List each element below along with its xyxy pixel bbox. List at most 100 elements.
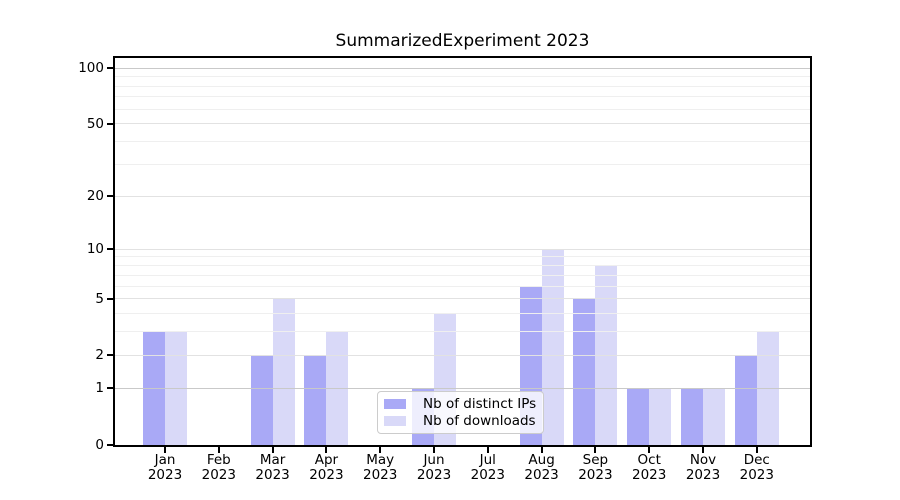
gridline-30 (115, 164, 810, 165)
bar-nb-of-distinct-ips (573, 298, 596, 445)
x-axis-tick-label: Aug 2023 (510, 453, 574, 483)
x-axis-tick (486, 447, 489, 453)
bar-nb-of-downloads (541, 249, 564, 445)
x-axis-tick-label-line: 2023 (524, 467, 559, 483)
y-axis-tick-label: 1 (95, 380, 104, 397)
x-axis-tick-label: Jul 2023 (456, 453, 520, 483)
bar-nb-of-downloads (165, 331, 187, 445)
gridline-2 (115, 354, 810, 356)
x-axis-tick-label-line: 2023 (685, 467, 721, 483)
y-axis-tick (107, 387, 113, 390)
x-axis-tick-label-line: Jan (154, 452, 176, 468)
y-axis-tick-label: 2 (95, 347, 104, 364)
x-axis-tick-label: Oct 2023 (617, 453, 681, 483)
x-axis-tick-label-line: 2023 (309, 467, 344, 483)
x-axis-tick (594, 447, 597, 453)
bar-nb-of-distinct-ips (250, 355, 273, 445)
x-axis-tick-label: Nov 2023 (671, 453, 735, 483)
y-axis-tick-label: 100 (78, 60, 104, 76)
bar-nb-of-distinct-ips (627, 388, 650, 445)
x-axis-tick-label-line: Dec (743, 452, 770, 468)
legend: Nb of distinct IPs Nb of downloads (377, 391, 544, 434)
y-axis-tick (107, 444, 113, 446)
bar-nb-of-distinct-ips (734, 355, 757, 445)
gridline-3 (115, 331, 810, 333)
x-axis-tick-label-line: 2023 (578, 467, 613, 483)
legend-swatch-distinct-ips (384, 399, 406, 410)
x-axis-tick-label: May 2023 (348, 453, 412, 483)
chart-title: SummarizedExperiment 2023 (335, 31, 590, 51)
x-axis-tick-label-line: 2023 (416, 467, 452, 483)
bar-nb-of-downloads (703, 388, 725, 445)
legend-label-distinct-ips: Nb of distinct IPs (423, 396, 537, 413)
gridline-50 (115, 123, 810, 125)
gridline-80 (115, 85, 810, 87)
x-axis-tick (648, 447, 651, 453)
x-axis-tick-label-line: 2023 (470, 467, 505, 483)
plot-area: Nb of distinct IPs Nb of downloads 0 1 2 5 1… (78, 56, 812, 483)
gridline-100 (115, 67, 810, 69)
x-axis-tick (164, 447, 166, 453)
x-axis-tick-label: Apr 2023 (294, 453, 358, 483)
legend-item-distinct-ips: Nb of distinct IPs (384, 396, 537, 413)
x-axis-tick-label: Feb 2023 (187, 453, 251, 483)
x-axis-tick-label-line: 2023 (147, 467, 183, 483)
x-axis-tick (217, 447, 220, 453)
x-axis-tick-label-line: Jul (479, 452, 496, 468)
gridline-9 (115, 256, 810, 258)
x-axis-tick (755, 447, 758, 453)
x-axis-tick (433, 447, 435, 453)
x-axis-tick-label: Dec 2023 (725, 453, 789, 483)
y-axis-tick-label: 10 (86, 241, 104, 258)
bar-nb-of-downloads (756, 331, 779, 445)
legend-item-downloads: Nb of downloads (384, 413, 537, 430)
legend-swatch-downloads (384, 415, 406, 426)
x-axis-tick-label: Jun 2023 (402, 453, 466, 483)
y-axis-tick (107, 354, 113, 357)
bar-nb-of-distinct-ips (304, 355, 327, 445)
gridline-5 (115, 298, 810, 300)
x-axis-tick (325, 447, 328, 453)
x-axis-tick (379, 447, 382, 453)
gridline-7 (115, 274, 810, 276)
x-axis-tick-label-line: 2023 (255, 467, 290, 483)
x-axis-tick-label-line: 2023 (632, 467, 667, 483)
gridline-6 (115, 285, 810, 287)
x-axis-tick (540, 447, 543, 453)
x-axis-tick (271, 447, 274, 453)
bar-nb-of-distinct-ips (143, 331, 165, 445)
x-axis-tick-label-line: 2023 (201, 467, 236, 483)
y-axis-tick (107, 122, 113, 125)
y-axis-tick (107, 67, 113, 69)
x-axis-tick-label: Sep 2023 (563, 453, 627, 483)
gridline-60 (115, 108, 810, 110)
x-axis-tick-label-line: Apr (314, 452, 339, 468)
gridline-70 (115, 96, 810, 98)
x-axis-tick-label: Mar 2023 (241, 453, 305, 483)
y-axis-tick-label: 50 (86, 115, 104, 132)
legend-label-downloads: Nb of downloads (423, 412, 536, 429)
x-axis-tick-label-line: Jun (423, 452, 445, 468)
y-axis-tick-label: 5 (95, 290, 104, 307)
bar-nb-of-distinct-ips (681, 388, 703, 445)
y-axis-tick-label: 20 (86, 188, 104, 205)
x-axis-tick (702, 447, 704, 453)
x-axis-tick-label-line: 2023 (739, 467, 774, 483)
gridline-40 (115, 141, 810, 143)
y-axis-tick (107, 195, 113, 198)
x-axis-tick-label-line: Aug (528, 452, 555, 468)
x-axis-tick-label: Jan 2023 (133, 453, 197, 483)
bar-nb-of-downloads (272, 298, 295, 445)
bar-nb-of-downloads (595, 265, 618, 445)
x-axis-tick-label-line: 2023 (363, 467, 398, 483)
gridline-8 (115, 265, 810, 266)
y-axis-tick (107, 297, 113, 300)
bar-nb-of-downloads (649, 388, 672, 445)
bar-nb-of-downloads (326, 331, 349, 445)
gridline-4 (115, 313, 810, 314)
y-axis-tick (107, 248, 113, 251)
gridline-90 (115, 76, 810, 77)
x-axis-tick-label-line: May (366, 452, 395, 468)
x-axis-tick-label-line: Oct (637, 452, 661, 468)
